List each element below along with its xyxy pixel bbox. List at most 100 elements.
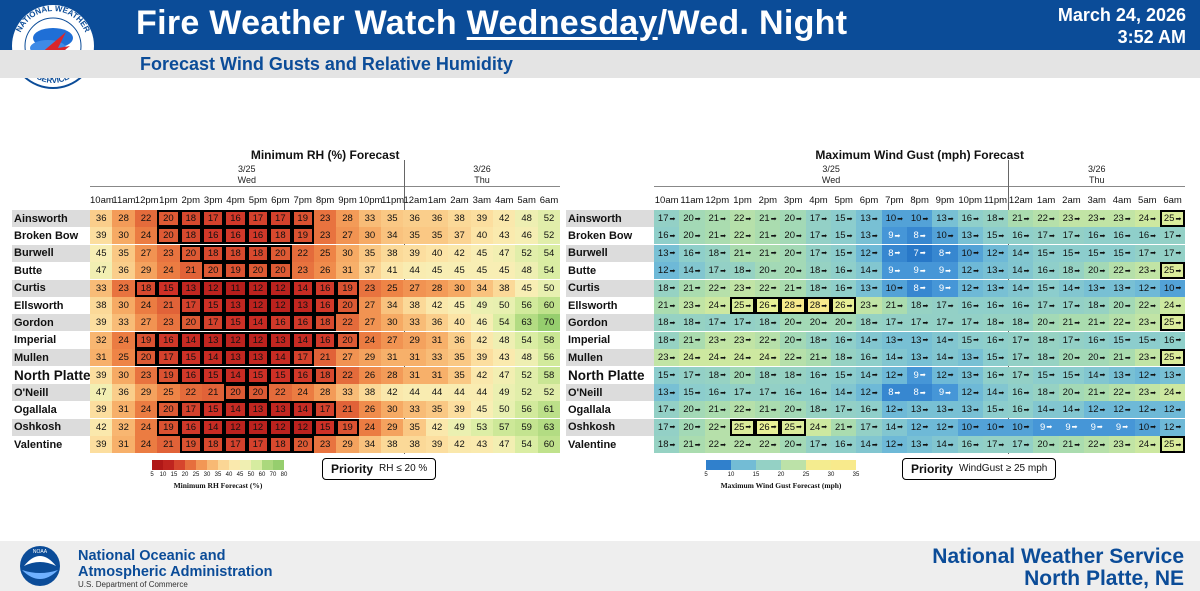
rh-value-cell: 13 bbox=[269, 401, 292, 419]
wind-value: 21 bbox=[1113, 352, 1124, 364]
rh-value: 33 bbox=[431, 352, 443, 364]
wind-value-cell: 12 ➡ bbox=[856, 384, 882, 401]
rh-value: 47 bbox=[498, 247, 510, 259]
rh-row: Burwell 45 35 27 23 20 18 18 18 20 22 25 30 35 38 39 40 4… bbox=[12, 244, 561, 262]
wind-value: 17 bbox=[733, 387, 745, 398]
rh-hour-label: 12pm bbox=[134, 195, 159, 206]
rh-value: 33 bbox=[342, 387, 353, 398]
rh-value: 13 bbox=[230, 300, 241, 311]
wind-priority-legend: Priority WindGust ≥ 25 mph bbox=[902, 457, 1057, 480]
wind-value-cell: 9 ➡ bbox=[932, 384, 958, 401]
rh-value: 21 bbox=[319, 352, 331, 364]
rh-value: 12 bbox=[230, 334, 241, 346]
wind-value: 18 bbox=[1037, 334, 1048, 346]
wind-value: 22 bbox=[733, 404, 745, 416]
rh-value: 16 bbox=[185, 421, 197, 433]
wind-value-cell: 26 ➡ bbox=[755, 418, 781, 436]
wind-value: 17 bbox=[708, 317, 720, 329]
wind-direction-arrow-icon: ➡ bbox=[871, 389, 878, 397]
rh-value-cell: 35 bbox=[448, 366, 471, 384]
rh-value: 38 bbox=[409, 439, 420, 451]
wind-direction-arrow-icon: ➡ bbox=[821, 250, 828, 258]
wind-direction-arrow-icon: ➡ bbox=[1071, 424, 1078, 432]
rh-value: 25 bbox=[163, 387, 174, 398]
wind-value-cell: 18 ➡ bbox=[654, 279, 680, 297]
rh-value-cell: 24 bbox=[157, 262, 180, 280]
wind-value: 20 bbox=[1062, 387, 1074, 398]
wind-value: 23 bbox=[683, 300, 694, 311]
rh-value-cell: 18 bbox=[313, 366, 337, 384]
wind-value-cell: 12 ➡ bbox=[906, 418, 933, 436]
wind-value-cell: 22 ➡ bbox=[755, 436, 781, 454]
rh-value: 24 bbox=[364, 334, 376, 346]
rh-value: 14 bbox=[230, 369, 241, 381]
wind-value-cell: 17 ➡ bbox=[957, 314, 983, 332]
wind-value: 10 bbox=[885, 213, 897, 224]
wind-value-cell: 18 ➡ bbox=[982, 314, 1009, 332]
rh-colorbar-ticks: 5 10 15 20 25 30 35 40 45 50 60 70 80 bbox=[147, 472, 290, 478]
wind-value-cell: 15 ➡ bbox=[982, 227, 1009, 245]
wind-direction-arrow-icon: ➡ bbox=[1074, 319, 1081, 327]
wind-value: 16 bbox=[1012, 300, 1023, 311]
wind-value: 12 bbox=[1087, 404, 1099, 416]
wind-row: Broken Bow 16 ➡ 20 ➡ 21 ➡ 22 ➡ 21 ➡ 20 ➡ 17 ➡ 15 ➡ 13 ➡ 9 ➡ 8… bbox=[566, 227, 1186, 245]
rh-value: 25 bbox=[386, 282, 398, 294]
rh-value: 24 bbox=[297, 387, 308, 398]
wind-direction-arrow-icon: ➡ bbox=[770, 406, 777, 414]
rh-value-cell: 36 bbox=[90, 210, 113, 227]
wind-direction-arrow-icon: ➡ bbox=[770, 441, 777, 449]
wind-value: 12 bbox=[910, 421, 922, 433]
rh-value-cell: 19 bbox=[134, 331, 158, 349]
wind-value: 9 bbox=[938, 265, 945, 277]
wind-direction-arrow-icon: ➡ bbox=[694, 319, 701, 327]
wind-hour-label: 3am bbox=[1087, 195, 1106, 206]
wind-direction-arrow-icon: ➡ bbox=[998, 319, 1005, 327]
wind-row: Mullen 23 ➡ 24 ➡ 24 ➡ 24 ➡ 24 ➡ 22 ➡ 21 ➡ 18 ➡ 16 ➡ 14 ➡ 13 ➡ 1… bbox=[566, 349, 1186, 367]
wind-value: 15 bbox=[1037, 282, 1048, 294]
wind-value-cell: 21 ➡ bbox=[704, 210, 730, 227]
rh-value: 36 bbox=[409, 213, 420, 224]
rh-value-cell: 37 bbox=[358, 262, 382, 280]
wind-value-cell: 20 ➡ bbox=[1033, 436, 1059, 454]
rh-value-cell: 24 bbox=[358, 331, 382, 349]
rh-value-cell: 17 bbox=[313, 401, 337, 419]
wind-location-name: Ellsworth bbox=[568, 299, 618, 312]
rh-day2-date: 3/26 bbox=[473, 164, 491, 174]
rh-value: 13 bbox=[275, 334, 286, 346]
wind-direction-arrow-icon: ➡ bbox=[821, 337, 828, 345]
wind-value: 13 bbox=[961, 404, 973, 416]
wind-value-cell: 25 ➡ bbox=[780, 418, 806, 436]
rh-value-cell: 36 bbox=[448, 331, 471, 349]
wind-direction-arrow-icon: ➡ bbox=[947, 441, 954, 449]
wind-value: 14 bbox=[885, 352, 897, 364]
wind-value-cell: 18 ➡ bbox=[704, 244, 730, 262]
wind-direction-arrow-icon: ➡ bbox=[973, 232, 979, 240]
wind-direction-arrow-icon: ➡ bbox=[1175, 250, 1182, 258]
rh-value-cell: 17 bbox=[179, 297, 202, 314]
wind-direction-arrow-icon: ➡ bbox=[770, 372, 777, 380]
wind-value: 25 bbox=[784, 421, 795, 433]
wind-value: 15 bbox=[835, 213, 846, 224]
rh-value-cell: 33 bbox=[90, 279, 113, 297]
wind-direction-arrow-icon: ➡ bbox=[1175, 337, 1182, 345]
rh-value-cell: 54 bbox=[493, 314, 516, 332]
wind-value-cell: 17 ➡ bbox=[805, 210, 832, 227]
rh-value: 15 bbox=[207, 404, 219, 416]
rh-value: 31 bbox=[431, 369, 443, 381]
rh-value: 23 bbox=[319, 213, 331, 224]
rh-value: 31 bbox=[386, 352, 398, 364]
wind-value-cell: 25 ➡ bbox=[1159, 349, 1186, 367]
wind-value-cell: 13 ➡ bbox=[906, 331, 933, 349]
wind-direction-arrow-icon: ➡ bbox=[945, 250, 951, 258]
wind-direction-arrow-icon: ➡ bbox=[1150, 372, 1157, 380]
rh-value-cell: 19 bbox=[336, 279, 359, 297]
rh-value: 45 bbox=[454, 300, 465, 311]
rh-value-cell: 21 bbox=[157, 436, 180, 454]
wind-direction-arrow-icon: ➡ bbox=[1048, 389, 1055, 397]
rh-value: 35 bbox=[118, 247, 129, 259]
wind-value-cell: 22 ➡ bbox=[704, 279, 730, 297]
wind-direction-arrow-icon: ➡ bbox=[922, 354, 929, 362]
nws-line2: North Platte, NE bbox=[1024, 567, 1184, 590]
wind-value-cell: 20 ➡ bbox=[755, 262, 781, 280]
wind-value: 25 bbox=[1163, 265, 1175, 277]
